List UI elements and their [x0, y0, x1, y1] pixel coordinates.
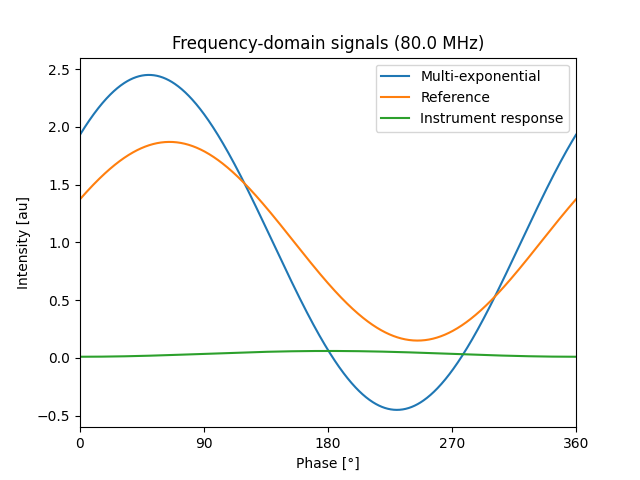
X-axis label: Phase [°]: Phase [°] — [296, 456, 360, 470]
Legend: Multi-exponential, Reference, Instrument response: Multi-exponential, Reference, Instrument… — [376, 64, 569, 132]
Reference — [127, 151, 134, 156]
Y-axis label: Intensity [au]: Intensity [au] — [17, 196, 31, 289]
Instrument response — [276, 348, 284, 354]
Line: Reference: Reference — [80, 142, 576, 341]
Instrument response — [472, 352, 480, 358]
Reference — [76, 196, 84, 202]
Line: Instrument response: Instrument response — [80, 351, 576, 357]
Instrument response — [294, 348, 302, 354]
Instrument response — [76, 354, 84, 360]
Reference — [464, 318, 472, 324]
Reference — [295, 245, 303, 251]
Line: Multi-exponential: Multi-exponential — [80, 75, 576, 410]
Multi-exponential — [418, 399, 426, 405]
Multi-exponential — [572, 132, 580, 138]
Instrument response — [324, 348, 332, 354]
Reference — [572, 196, 580, 202]
Reference — [277, 223, 285, 228]
Multi-exponential — [277, 257, 285, 263]
Instrument response — [463, 351, 471, 357]
Instrument response — [417, 350, 425, 356]
Instrument response — [127, 353, 134, 359]
Multi-exponential — [127, 76, 134, 82]
Reference — [418, 337, 426, 343]
Multi-exponential — [464, 344, 472, 349]
Multi-exponential — [145, 72, 153, 78]
Reference — [414, 338, 422, 344]
Multi-exponential — [393, 407, 401, 413]
Title: Frequency-domain signals (80.0 MHz): Frequency-domain signals (80.0 MHz) — [172, 35, 484, 53]
Reference — [166, 139, 173, 145]
Reference — [473, 311, 481, 317]
Multi-exponential — [76, 132, 84, 138]
Multi-exponential — [473, 328, 481, 334]
Multi-exponential — [295, 294, 303, 300]
Instrument response — [572, 354, 580, 360]
